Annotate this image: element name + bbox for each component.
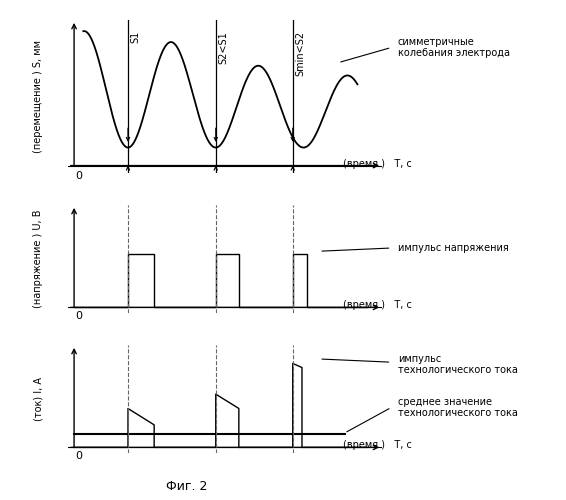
Text: импульс
технологического тока: импульс технологического тока xyxy=(398,354,518,375)
Text: (время )   T, с: (время ) T, с xyxy=(343,160,411,170)
Text: (время )   T, с: (время ) T, с xyxy=(343,440,411,450)
Text: симметричные
колебания электрода: симметричные колебания электрода xyxy=(398,36,510,58)
Text: S2<S1: S2<S1 xyxy=(218,31,228,64)
Text: Фиг. 2: Фиг. 2 xyxy=(166,480,208,492)
Text: Smin<S2: Smin<S2 xyxy=(295,31,305,76)
Text: импульс напряжения: импульс напряжения xyxy=(398,243,508,253)
Text: (время )   T, с: (время ) T, с xyxy=(343,300,411,310)
Text: среднее значение
технологического тока: среднее значение технологического тока xyxy=(398,396,518,418)
Text: (ток) I, А: (ток) I, А xyxy=(33,377,43,421)
Text: 0: 0 xyxy=(76,452,83,462)
Text: (напряжение ) U, В: (напряжение ) U, В xyxy=(33,210,43,308)
Text: S1: S1 xyxy=(130,31,140,44)
Text: 0: 0 xyxy=(76,312,83,322)
Text: (перемещение ) S, мм: (перемещение ) S, мм xyxy=(33,40,43,153)
Text: 0: 0 xyxy=(76,171,83,181)
